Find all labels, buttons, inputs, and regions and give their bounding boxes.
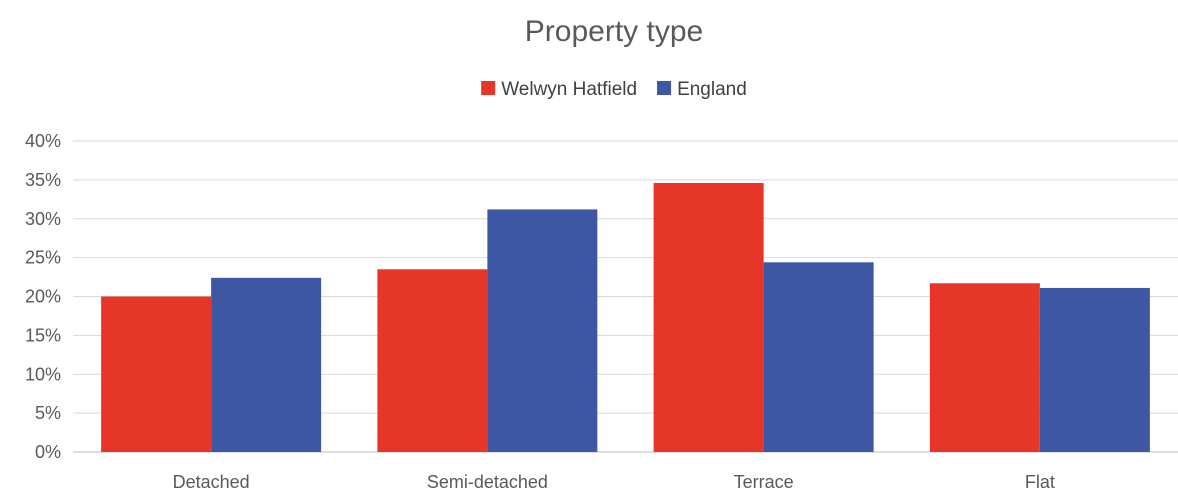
bar-welwyn-hatfield-flat	[929, 283, 1040, 452]
bar-england-terrace	[763, 262, 874, 452]
x-axis-labels: Detached Semi-detached Terrace Flat	[173, 472, 1055, 492]
bar-england-semi-detached	[487, 209, 598, 452]
x-category-label: Flat	[1025, 472, 1055, 492]
legend-swatch	[657, 81, 672, 95]
y-tick-label: 30%	[25, 209, 61, 229]
y-tick-label: 10%	[25, 364, 61, 384]
x-category-label: Terrace	[734, 472, 794, 492]
y-axis-ticks: 0% 5% 10% 15% 20% 25% 30% 35% 40%	[25, 131, 61, 462]
legend: Welwyn Hatfield England	[481, 79, 747, 100]
bar-england-flat	[1039, 287, 1150, 452]
y-tick-label: 0%	[35, 442, 61, 462]
y-tick-label: 20%	[25, 287, 61, 307]
bars	[101, 182, 1150, 453]
bar-welwyn-hatfield-semi-detached	[377, 269, 488, 452]
y-tick-label: 35%	[25, 170, 61, 190]
legend-label: England	[677, 79, 747, 100]
bar-welwyn-hatfield-terrace	[653, 182, 764, 453]
x-category-label: Detached	[173, 472, 250, 492]
bar-welwyn-hatfield-detached	[101, 296, 212, 452]
bar-england-detached	[211, 277, 322, 452]
y-tick-label: 25%	[25, 248, 61, 268]
y-tick-label: 40%	[25, 131, 61, 151]
legend-swatch	[481, 81, 496, 95]
chart-title: Property type	[525, 15, 703, 48]
legend-label: Welwyn Hatfield	[501, 79, 637, 100]
y-tick-label: 15%	[25, 325, 61, 345]
y-tick-label: 5%	[35, 403, 61, 423]
x-category-label: Semi-detached	[427, 472, 548, 492]
